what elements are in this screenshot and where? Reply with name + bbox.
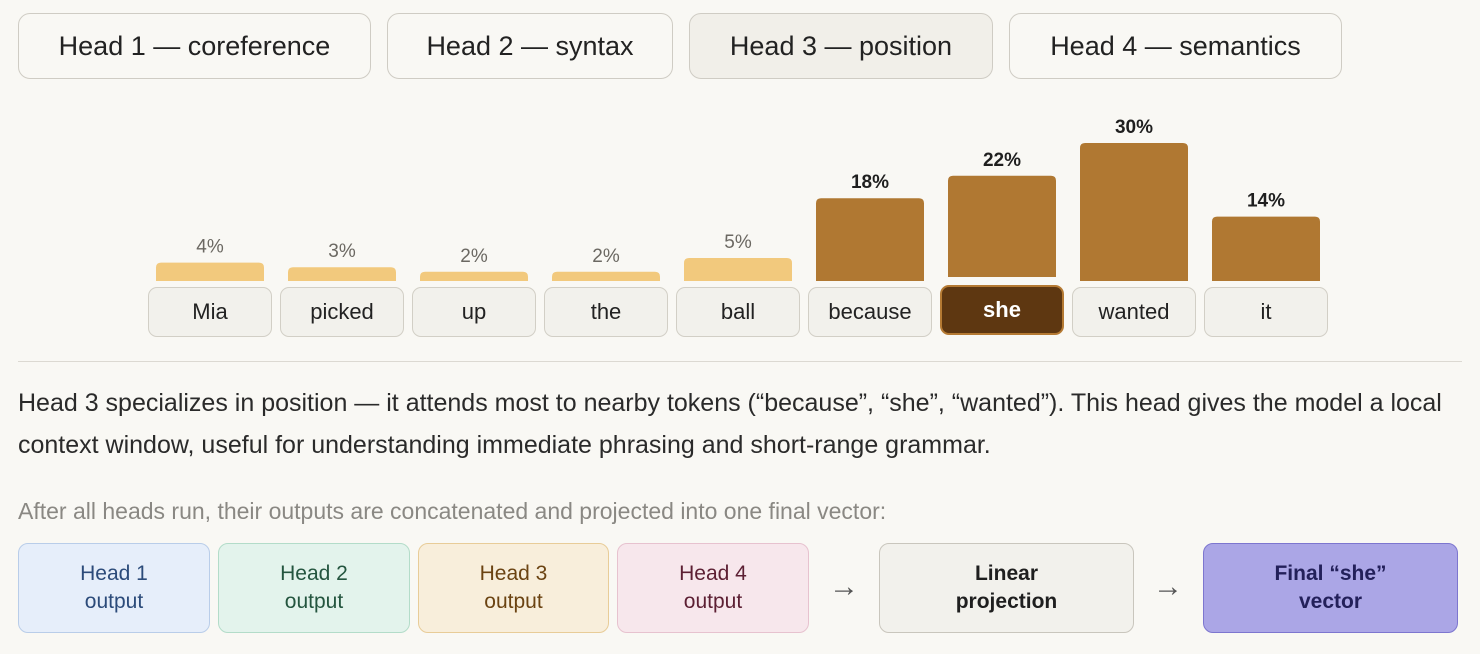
bar-value-label: 22%: [983, 150, 1021, 171]
token-ball[interactable]: ball: [676, 287, 800, 337]
token-picked[interactable]: picked: [280, 287, 404, 337]
head-1-output-box: Head 1 output: [18, 543, 210, 633]
tab-head-2[interactable]: Head 2 — syntax: [387, 13, 673, 79]
final-vector-box: Final “she” vector: [1203, 543, 1458, 633]
linear-projection-box: Linear projection: [879, 543, 1134, 633]
bar-value-label: 2%: [460, 246, 488, 267]
head-2-output-box: Head 2 output: [218, 543, 410, 633]
bar-value-label: 2%: [592, 246, 620, 267]
attention-bar-picked: [288, 267, 396, 281]
attention-bar-up: [420, 271, 528, 281]
attention-bar-wanted: [1080, 143, 1188, 281]
attention-bar-because: [816, 198, 924, 281]
head-4-output-box: Head 4 output: [617, 543, 809, 633]
token-the[interactable]: the: [544, 287, 668, 337]
tab-head-4[interactable]: Head 4 — semantics: [1009, 13, 1342, 79]
tab-head-3[interactable]: Head 3 — position: [689, 13, 993, 79]
attention-bar-Mia: [156, 262, 264, 281]
bar-value-label: 14%: [1247, 191, 1285, 212]
bar-value-label: 30%: [1115, 117, 1153, 138]
attention-bar-it: [1212, 216, 1320, 281]
token-up[interactable]: up: [412, 287, 536, 337]
head-3-output-box: Head 3 output: [418, 543, 609, 633]
attention-bar-ball: [684, 258, 792, 281]
attention-bar-chart: 4% 3% 2% 2% 5% 18% 22% 30% 14%: [156, 117, 1320, 281]
token-wanted[interactable]: wanted: [1072, 287, 1196, 337]
token-Mia[interactable]: Mia: [148, 287, 272, 337]
attention-bar-the: [552, 271, 660, 281]
arrow-right-icon: →: [1153, 570, 1183, 603]
concat-description: After all heads run, their outputs are c…: [18, 498, 887, 524]
arrow-right-icon: →: [829, 570, 859, 603]
token-because[interactable]: because: [808, 287, 932, 337]
bar-value-label: 5%: [724, 232, 752, 253]
token-she[interactable]: she: [940, 285, 1064, 335]
bar-value-label: 18%: [851, 172, 889, 193]
token-it[interactable]: it: [1204, 287, 1328, 337]
bar-value-label: 3%: [328, 241, 356, 262]
divider: [18, 361, 1462, 362]
tab-head-1[interactable]: Head 1 — coreference: [18, 13, 371, 79]
attention-bar-she: [948, 175, 1056, 277]
bar-value-label: 4%: [196, 237, 224, 258]
head-description: Head 3 specializes in position — it atte…: [18, 389, 1442, 459]
